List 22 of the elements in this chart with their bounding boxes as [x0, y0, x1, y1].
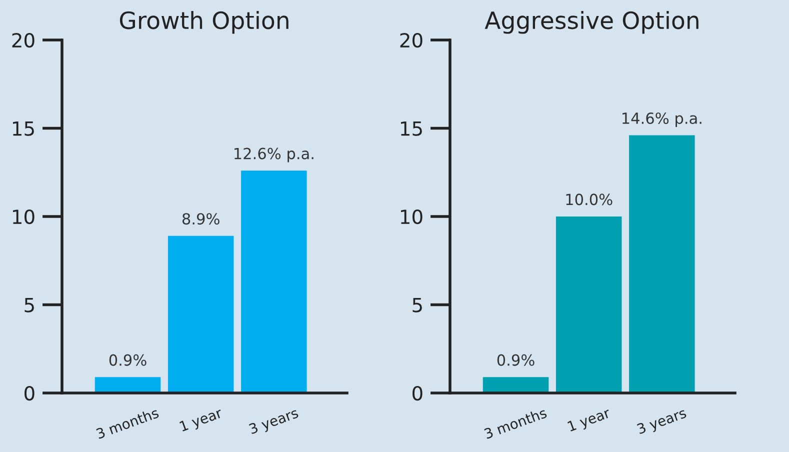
- y-tick-label: 0: [24, 386, 34, 401]
- data-label: 8.9%: [182, 213, 220, 225]
- chart-title: Growth Option: [120, 10, 288, 34]
- y-tick-label: 20: [12, 32, 34, 48]
- data-label: 14.6% p.a.: [622, 112, 702, 127]
- y-tick-label: 20: [400, 32, 422, 48]
- y-tick-label: 15: [13, 121, 34, 136]
- y-tick-label: 5: [412, 298, 422, 312]
- data-label: 10.0%: [566, 194, 612, 206]
- data-label: 0.9%: [497, 354, 534, 366]
- y-tick-label: 5: [24, 298, 34, 312]
- chart-title: Aggressive Option: [484, 10, 698, 34]
- x-tick-label: 1 year: [179, 407, 224, 434]
- y-tick-label: 10: [401, 209, 422, 224]
- data-label: 12.6% p.a.: [234, 148, 314, 162]
- x-tick-label: 3 years: [636, 407, 688, 437]
- y-tick-label: 10: [13, 209, 34, 224]
- y-tick-label: 0: [412, 386, 422, 401]
- y-tick-label: 15: [401, 121, 422, 136]
- x-tick-label: 3 years: [248, 407, 300, 437]
- data-label: 0.9%: [109, 354, 146, 366]
- x-tick-label: 1 year: [567, 407, 612, 434]
